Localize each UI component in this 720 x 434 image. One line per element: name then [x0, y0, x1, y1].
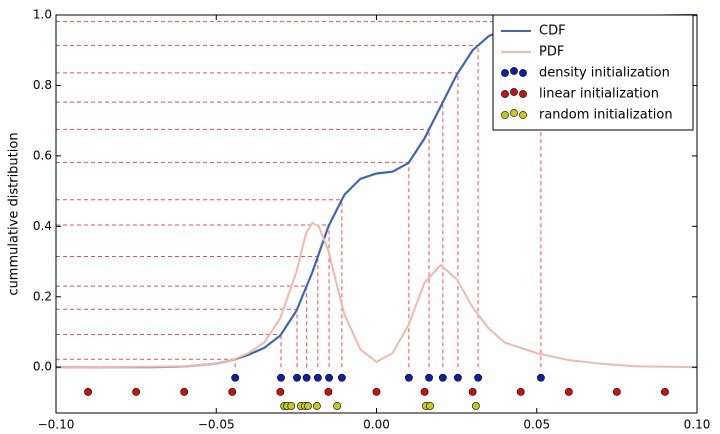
y-tick-label: 1.0 [33, 8, 52, 22]
scatter-point [293, 373, 301, 382]
scatter-point [231, 373, 240, 382]
y-tick-label: 0.8 [33, 78, 52, 92]
scatter-point [324, 387, 333, 396]
scatter-point [304, 402, 312, 410]
legend-swatch [501, 111, 509, 119]
legend-swatch [510, 109, 518, 117]
scatter-point [454, 373, 462, 382]
scatter-point [564, 387, 573, 396]
scatter-point [471, 402, 480, 410]
scatter-point [325, 373, 333, 382]
scatter-point [276, 387, 285, 396]
scatter-point [302, 373, 311, 382]
x-tick-label: 0.00 [363, 418, 390, 432]
legend-label: CDF [539, 24, 566, 39]
scatter-point [180, 387, 189, 396]
scatter-point [426, 402, 434, 410]
scatter-point [333, 402, 341, 410]
scatter-point [287, 402, 296, 410]
scatter-point [438, 373, 447, 382]
legend-label: random initialization [539, 108, 673, 123]
scatter-point [228, 387, 237, 396]
series-line [55, 221, 698, 369]
legend-swatch [501, 90, 509, 98]
scatter-point [277, 373, 285, 382]
x-tick-label: 0.10 [684, 418, 711, 432]
y-tick-label: 0.6 [33, 148, 52, 162]
scatter-point [420, 387, 429, 396]
scatter-point [468, 387, 477, 396]
y-tick-label: 0.0 [33, 360, 52, 374]
legend: CDF PDF density initialization linear initi… [492, 14, 694, 131]
y-axis-label: cummulative distribution [7, 132, 22, 295]
scatter-point [337, 373, 346, 382]
scatter-point [425, 373, 433, 382]
scatter-point [84, 387, 92, 396]
x-tick-label: −0.05 [198, 418, 235, 432]
x-tick-label: −0.10 [38, 418, 75, 432]
legend-label: linear initialization [539, 87, 659, 102]
scatter-point [516, 387, 525, 396]
scatter-point [404, 373, 413, 382]
scatter-point [661, 387, 669, 396]
scatter-point [537, 373, 545, 382]
scatter-point [474, 373, 482, 382]
legend-swatch [519, 69, 527, 77]
x-tick-label: 0.05 [523, 418, 550, 432]
legend-swatch [501, 69, 509, 77]
y-tick-label: 0.2 [33, 289, 52, 303]
y-tick-label: 0.4 [33, 219, 52, 233]
scatter-point [132, 387, 141, 396]
legend-swatch [519, 111, 527, 119]
legend-swatch [510, 67, 518, 75]
legend-label: density initialization [539, 66, 670, 81]
legend-label: PDF [539, 45, 564, 60]
legend-swatch [510, 88, 518, 96]
scatter-point [372, 387, 381, 396]
scatter-point [313, 373, 322, 382]
legend-swatch [519, 90, 527, 98]
scatter-point [312, 402, 321, 410]
scatter-point [612, 387, 621, 396]
